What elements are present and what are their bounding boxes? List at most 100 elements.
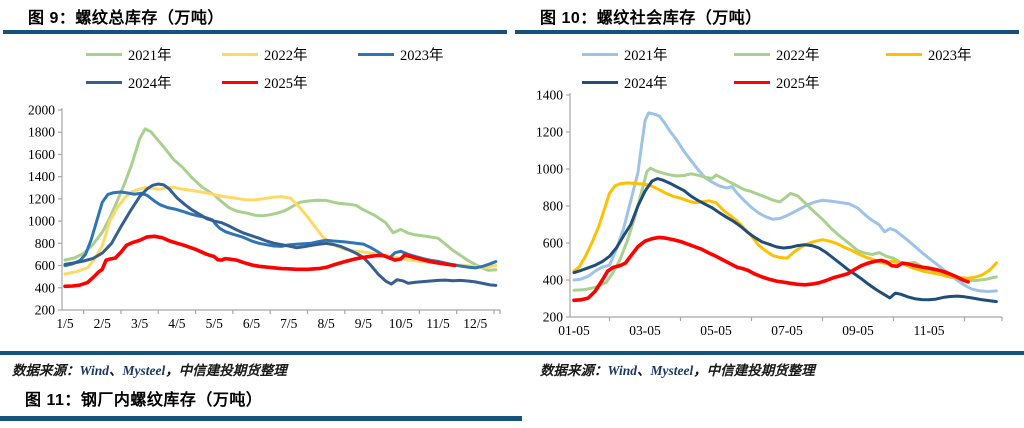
x-tick-label: 2/5 — [94, 316, 112, 331]
legend-item-2022年: 2022年 — [222, 44, 308, 64]
source-text: 中信建投期货整理 — [178, 363, 287, 378]
legend-label: 2021年 — [128, 48, 172, 64]
legend-item-2025年: 2025年 — [222, 72, 308, 92]
y-tick-label: 600 — [35, 258, 56, 273]
figure-9-source: 数据来源：Wind、Mysteel，中信建投期货整理 — [12, 359, 287, 379]
x-tick-label: 07-05 — [771, 323, 803, 338]
y-tick-label: 1200 — [536, 125, 563, 140]
legend-label: 2022年 — [264, 48, 308, 64]
x-tick-label: 11-05 — [914, 323, 945, 338]
y-tick-label: 200 — [543, 310, 564, 325]
source-brand-name: Wind — [79, 363, 110, 378]
source-text: ， — [165, 363, 179, 378]
y-tick-label: 200 — [35, 303, 56, 318]
figure-10-title-rule — [515, 30, 1019, 34]
x-tick-label: 3/5 — [131, 316, 149, 331]
legend-swatch-icon — [734, 52, 770, 56]
y-tick-label: 1800 — [28, 125, 55, 140]
figure-10-source: 数据来源：Wind、Mysteel，中信建投期货整理 — [540, 359, 815, 379]
figure-10-separator-rule — [512, 351, 1024, 355]
legend-swatch-icon — [582, 80, 618, 84]
legend-label: 2024年 — [624, 76, 668, 92]
y-tick-label: 2000 — [28, 103, 55, 118]
series-line-2024年 — [572, 177, 998, 304]
source-text: 、 — [637, 363, 651, 378]
legend-item-2022年: 2022年 — [734, 44, 820, 64]
y-tick-label: 1000 — [28, 214, 55, 229]
legend-label: 2023年 — [400, 48, 444, 64]
figure-9-title-rule — [3, 30, 507, 34]
legend-label: 2025年 — [264, 76, 308, 92]
legend-item-2023年: 2023年 — [358, 44, 444, 64]
source-text: 中信建投期货整理 — [706, 363, 815, 378]
legend-item-2023年: 2023年 — [886, 44, 972, 64]
series-line-2022年 — [63, 185, 498, 276]
x-tick-label: 05-05 — [700, 323, 732, 338]
x-tick-label: 01-05 — [558, 323, 590, 338]
x-tick-label: 6/5 — [243, 316, 261, 331]
y-tick-label: 1400 — [28, 169, 55, 184]
x-tick-label: 7/5 — [280, 316, 298, 331]
y-tick-label: 1600 — [28, 147, 55, 162]
figure-11-bottom-rule — [0, 416, 522, 421]
x-tick-label: 4/5 — [168, 316, 186, 331]
legend-swatch-icon — [582, 52, 618, 56]
legend-label: 2022年 — [776, 48, 820, 64]
series-line-2025年 — [572, 235, 970, 303]
series-line-2021年 — [63, 127, 498, 272]
x-tick-label: 11/5 — [426, 316, 450, 331]
x-tick-label: 8/5 — [317, 316, 335, 331]
legend-item-2024年: 2024年 — [86, 72, 172, 92]
figure-9-title: 图 9：螺纹总库存（万吨） — [28, 10, 224, 27]
x-tick-label: 03-05 — [629, 323, 661, 338]
series-line-2023年 — [572, 181, 998, 280]
figure-10-panel: 图 10：螺纹社会库存（万吨） 2021年 2022年 2023年 2024年 2025… — [512, 0, 1024, 428]
x-tick-label: 5/5 — [206, 316, 224, 331]
series-line-2024年 — [63, 182, 498, 287]
legend-label: 2024年 — [128, 76, 172, 92]
series-line-2021年 — [572, 111, 998, 293]
y-tick-label: 1200 — [28, 191, 55, 206]
x-tick-label: 10/5 — [389, 316, 413, 331]
legend-item-2024年: 2024年 — [582, 72, 668, 92]
source-text: ， — [693, 363, 707, 378]
figure-10-title: 图 10：螺纹社会库存（万吨） — [540, 10, 762, 27]
x-tick-label: 09-05 — [842, 323, 874, 338]
source-text: 数据来源： — [12, 363, 80, 378]
y-tick-label: 1000 — [536, 162, 563, 177]
figure-9-separator-rule — [0, 351, 512, 355]
source-text: 、 — [109, 363, 123, 378]
source-brand-name: Wind — [607, 363, 638, 378]
legend-swatch-icon — [222, 52, 258, 56]
source-brand-name: Mysteel — [650, 363, 694, 378]
source-text: 数据来源： — [540, 363, 608, 378]
figure-11-title: 图 11：钢厂内螺纹库存（万吨） — [25, 392, 263, 409]
figure-9-plot: 200 400 600 800 1000 1200 1400 1600 1800 2000 1/5 2… — [28, 103, 501, 331]
source-brand-name: Mysteel — [122, 363, 166, 378]
legend-swatch-icon — [886, 52, 922, 56]
legend-swatch-icon — [734, 80, 770, 84]
legend-item-2021年: 2021年 — [86, 44, 172, 64]
legend-item-2021年: 2021年 — [582, 44, 668, 64]
y-tick-label: 400 — [35, 280, 56, 295]
y-tick-label: 800 — [543, 199, 564, 214]
legend-swatch-icon — [86, 52, 122, 56]
series-line-2023年 — [63, 190, 498, 270]
legend-label: 2023年 — [928, 48, 972, 64]
y-tick-label: 400 — [543, 273, 564, 288]
y-tick-label: 800 — [35, 236, 56, 251]
figure-10-plot: 200 400 600 800 1000 1200 1400 01-05 03-05 05-05 0… — [536, 88, 1003, 338]
legend-swatch-icon — [358, 52, 394, 56]
series-line-2025年 — [63, 234, 457, 289]
figure-9-panel: 图 9：螺纹总库存（万吨） 2021年 2022年 2023年 2024年 2025年 … — [0, 10, 512, 355]
legend-swatch-icon — [222, 80, 258, 84]
y-tick-label: 600 — [543, 236, 564, 251]
x-tick-label: 1/5 — [56, 316, 74, 331]
legend-swatch-icon — [86, 80, 122, 84]
legend-label: 2021年 — [624, 48, 668, 64]
x-tick-label: 12/5 — [463, 316, 487, 331]
y-tick-label: 1400 — [536, 88, 563, 103]
x-tick-label: 9/5 — [355, 316, 373, 331]
legend-label: 2025年 — [776, 76, 820, 92]
